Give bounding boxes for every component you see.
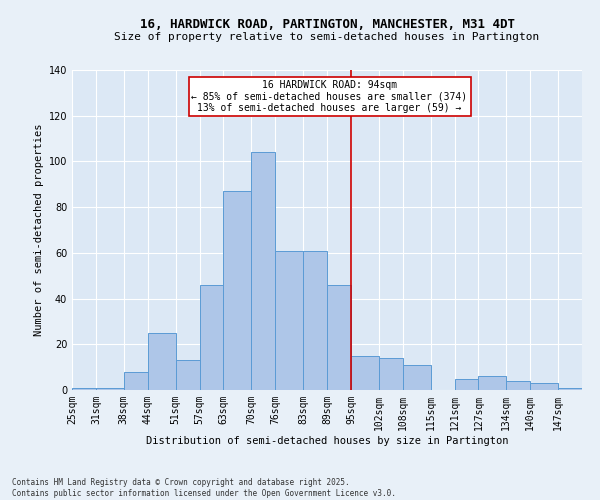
Bar xyxy=(303,250,327,390)
Y-axis label: Number of semi-detached properties: Number of semi-detached properties xyxy=(34,124,44,336)
X-axis label: Distribution of semi-detached houses by size in Partington: Distribution of semi-detached houses by … xyxy=(146,436,508,446)
Bar xyxy=(455,378,478,390)
Bar xyxy=(558,388,582,390)
Text: Contains HM Land Registry data © Crown copyright and database right 2025.
Contai: Contains HM Land Registry data © Crown c… xyxy=(12,478,396,498)
Bar xyxy=(251,152,275,390)
Bar xyxy=(506,381,530,390)
Bar xyxy=(275,250,303,390)
Bar xyxy=(148,333,176,390)
Bar xyxy=(379,358,403,390)
Bar xyxy=(351,356,379,390)
Bar xyxy=(176,360,199,390)
Bar xyxy=(478,376,506,390)
Text: Size of property relative to semi-detached houses in Partington: Size of property relative to semi-detach… xyxy=(115,32,539,42)
Bar xyxy=(124,372,148,390)
Bar xyxy=(96,388,124,390)
Bar xyxy=(530,383,558,390)
Bar xyxy=(199,285,223,390)
Text: 16 HARDWICK ROAD: 94sqm
← 85% of semi-detached houses are smaller (374)
13% of s: 16 HARDWICK ROAD: 94sqm ← 85% of semi-de… xyxy=(191,80,467,113)
Bar xyxy=(327,285,351,390)
Text: 16, HARDWICK ROAD, PARTINGTON, MANCHESTER, M31 4DT: 16, HARDWICK ROAD, PARTINGTON, MANCHESTE… xyxy=(139,18,515,30)
Bar xyxy=(223,191,251,390)
Bar xyxy=(403,365,431,390)
Bar xyxy=(72,388,96,390)
